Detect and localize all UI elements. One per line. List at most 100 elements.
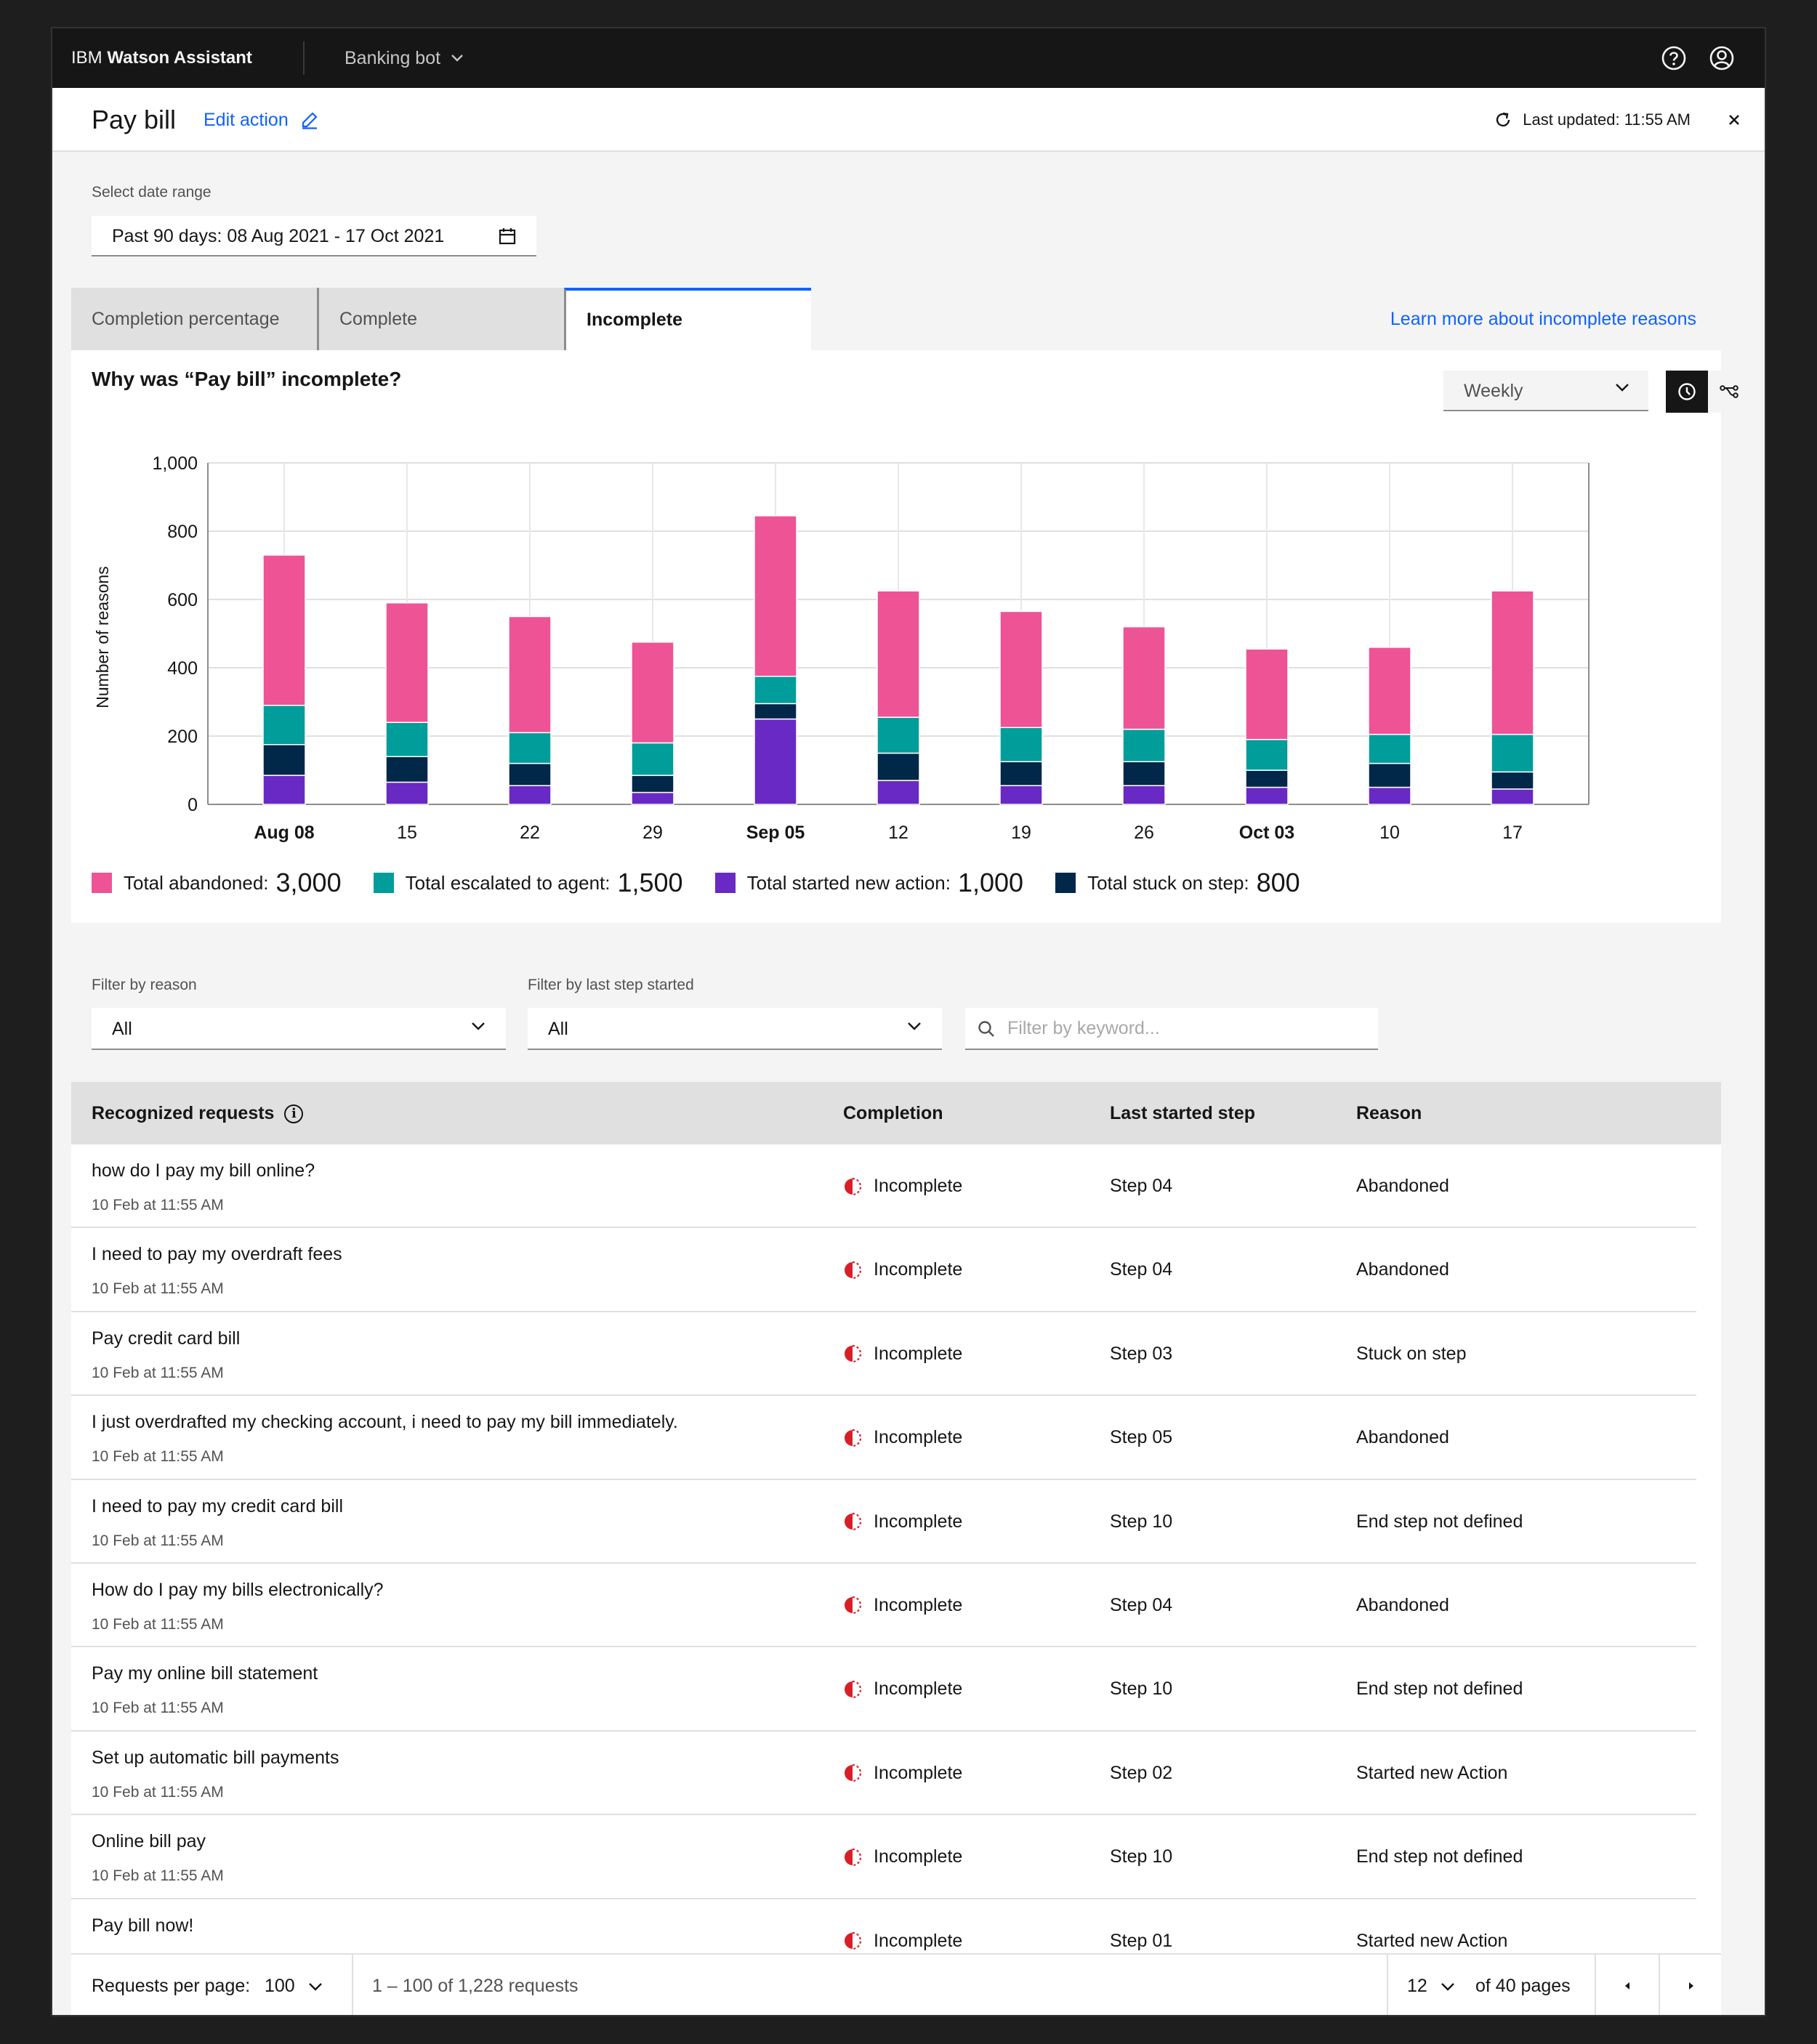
close-icon[interactable] [1723, 108, 1746, 132]
flow-view-toggle[interactable] [1708, 371, 1750, 413]
incomplete-status-icon [845, 1931, 862, 1950]
bar-segment [1245, 786, 1289, 805]
last-step: Step 03 [1110, 1343, 1173, 1364]
completion-text: Incomplete [874, 1427, 963, 1448]
x-tick-label: 26 [1134, 823, 1154, 843]
last-step: Step 10 [1110, 1511, 1173, 1532]
brand[interactable]: IBM Watson Assistant [71, 28, 252, 88]
chevron-down-icon [1616, 384, 1629, 392]
incomplete-status-icon [845, 1345, 862, 1363]
header-completion[interactable]: Completion [843, 1103, 943, 1123]
previous-page-button[interactable] [1596, 1955, 1659, 2015]
filter-reason-dropdown[interactable]: All [92, 1008, 506, 1050]
request-timestamp: 10 Feb at 11:55 AM [92, 1448, 224, 1466]
bar-segment [1122, 785, 1166, 805]
chevron-down-icon [308, 1983, 322, 1991]
bar-segment [631, 791, 674, 805]
row-divider [71, 1729, 1696, 1732]
chart-legend: Total abandoned: 3,000 Total escalated to… [92, 868, 1332, 898]
bar-segment [1368, 762, 1411, 788]
completion-status: Incomplete [823, 1899, 962, 1983]
table-row[interactable]: How do I pay my bills electronically? 10 … [71, 1564, 1721, 1648]
incomplete-status-icon [845, 1596, 862, 1615]
last-updated[interactable]: Last updated: 11:55 AM [1494, 88, 1691, 152]
y-tick-label: 400 [167, 658, 198, 679]
request-text: I need to pay my overdraft fees [92, 1244, 342, 1265]
filter-step-dropdown[interactable]: All [528, 1008, 942, 1050]
request-timestamp: 10 Feb at 11:55 AM [92, 1700, 224, 1717]
request-text: Set up automatic bill payments [92, 1747, 339, 1768]
info-icon[interactable]: i [284, 1104, 304, 1124]
bar-segment [631, 642, 674, 744]
bot-selector[interactable]: Banking bot [345, 28, 464, 88]
learn-more-link[interactable]: Learn more about incomplete reasons [1390, 309, 1696, 329]
edit-action-link[interactable]: Edit action [204, 88, 319, 152]
date-range-value: Past 90 days: 08 Aug 2021 - 17 Oct 2021 [112, 226, 445, 246]
row-divider [71, 1814, 1696, 1816]
table-row[interactable]: I need to pay my credit card bill 10 Feb … [71, 1480, 1721, 1564]
bar-segment [999, 761, 1043, 786]
legend-label: Total started new action: [746, 871, 951, 894]
bar-segment [262, 704, 306, 746]
keyword-search[interactable] [965, 1008, 1378, 1050]
last-step: Step 04 [1110, 1594, 1173, 1615]
bar-segment [262, 744, 306, 776]
legend-label: Total stuck on step: [1087, 871, 1249, 894]
time-view-toggle[interactable] [1666, 371, 1708, 413]
reason-text: Abandoned [1356, 1594, 1449, 1615]
header-reason[interactable]: Reason [1356, 1103, 1422, 1123]
bar-segment [999, 727, 1043, 762]
header-recognized-requests[interactable]: Recognized requests i [92, 1082, 304, 1144]
legend-value: 800 [1256, 868, 1300, 897]
reason-text: Started new Action [1356, 1762, 1508, 1783]
completion-status: Incomplete [823, 1312, 962, 1396]
table-row[interactable]: I need to pay my overdraft fees 10 Feb at… [71, 1228, 1721, 1312]
row-divider [71, 1478, 1696, 1480]
tab-incomplete[interactable]: Incomplete [564, 288, 811, 350]
table-row[interactable]: Pay credit card bill 10 Feb at 11:55 AM In… [71, 1312, 1721, 1397]
reason-text: Abandoned [1356, 1176, 1449, 1196]
bar-segment [1491, 733, 1534, 773]
y-tick-label: 200 [167, 727, 198, 747]
request-text: I need to pay my credit card bill [92, 1495, 343, 1516]
per-page-select[interactable]: 100 [265, 1955, 323, 2015]
bar-segment [877, 752, 920, 781]
x-tick-label: 19 [1011, 823, 1031, 843]
completion-text: Incomplete [874, 1762, 963, 1783]
pager-divider [1387, 1955, 1388, 2015]
interval-dropdown[interactable]: Weekly [1443, 371, 1648, 411]
reason-text: Started new Action [1356, 1930, 1508, 1951]
table-row[interactable]: Online bill pay 10 Feb at 11:55 AM Incompl… [71, 1815, 1721, 1899]
bot-name: Banking bot [345, 48, 441, 68]
legend-label: Total escalated to agent: [405, 871, 611, 894]
last-step: Step 02 [1110, 1762, 1173, 1783]
tab-completion-percentage[interactable]: Completion percentage [71, 288, 317, 350]
bar-segment [1122, 761, 1166, 786]
table-row[interactable]: Set up automatic bill payments 10 Feb at … [71, 1732, 1721, 1816]
header-last-started-step[interactable]: Last started step [1110, 1103, 1256, 1123]
page-select[interactable]: 12 [1407, 1955, 1456, 2015]
keyword-search-input[interactable] [1007, 1008, 1363, 1049]
user-avatar-icon[interactable] [1708, 44, 1736, 72]
caret-left-icon [1625, 1982, 1629, 1990]
caret-right-icon [1689, 1982, 1693, 1990]
completion-text: Incomplete [874, 1930, 963, 1951]
tab-complete[interactable]: Complete [317, 288, 564, 350]
incomplete-status-icon [845, 1848, 862, 1866]
requests-table: Recognized requests i Completion Last sta… [71, 1082, 1721, 1983]
completion-status: Incomplete [823, 1564, 962, 1647]
table-row[interactable]: Pay my online bill statement 10 Feb at 11… [71, 1647, 1721, 1732]
table-body: how do I pay my bill online? 10 Feb at 11… [71, 1144, 1721, 1983]
request-timestamp: 10 Feb at 11:55 AM [92, 1364, 224, 1381]
completion-text: Incomplete [874, 1511, 963, 1532]
row-divider [71, 1897, 1696, 1899]
chevron-down-icon [472, 1022, 485, 1030]
table-row[interactable]: I just overdrafted my checking account, … [71, 1396, 1721, 1480]
bar-segment [631, 742, 674, 776]
next-page-button[interactable] [1660, 1955, 1723, 2015]
table-row[interactable]: how do I pay my bill online? 10 Feb at 11… [71, 1144, 1721, 1229]
x-tick-label: Sep 05 [746, 823, 805, 843]
help-icon[interactable] [1660, 44, 1688, 72]
bar-segment [385, 602, 429, 723]
date-range-picker[interactable]: Past 90 days: 08 Aug 2021 - 17 Oct 2021 [92, 216, 536, 256]
